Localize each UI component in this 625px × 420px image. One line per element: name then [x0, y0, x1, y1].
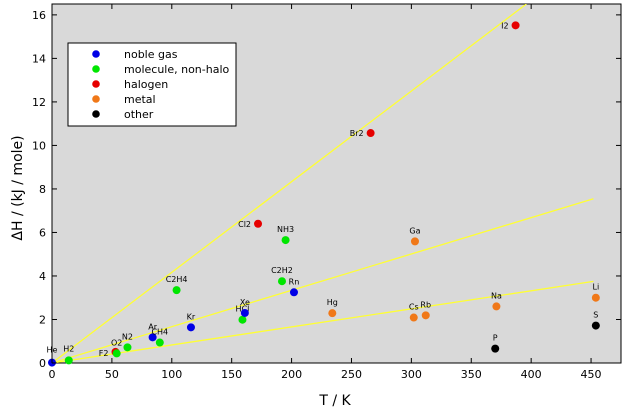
point-S — [591, 321, 600, 330]
x-axis: 0 50 100 150 200 250 300 350 400 450 — [49, 4, 602, 381]
point-label-H2: H2 — [63, 344, 74, 353]
point-Kr — [186, 323, 195, 332]
point-label-HCl: HCl — [236, 305, 250, 314]
legend-label-noble: noble gas — [124, 48, 178, 61]
y-tick-label: 10 — [32, 139, 46, 152]
point-label-He: He — [47, 346, 58, 355]
legend-label-other: other — [124, 108, 154, 121]
point-label-Cl2: Cl2 — [238, 220, 251, 229]
point-Na — [492, 302, 501, 311]
y-tick-label: 4 — [39, 270, 46, 283]
point-C2H4 — [172, 286, 181, 295]
point-C2H2 — [277, 277, 286, 286]
legend-label-molecule: molecule, non-halo — [124, 63, 230, 76]
y-tick-label: 12 — [32, 96, 46, 109]
y-axis-label: ΔH / (kJ / mole) — [10, 135, 26, 240]
point-label-O2: O2 — [111, 338, 122, 347]
point-label-Li: Li — [593, 283, 600, 292]
x-tick-label: 200 — [281, 368, 302, 381]
point-HCl — [238, 315, 247, 324]
point-label-Br2: Br2 — [350, 129, 364, 138]
y-tick-label: 2 — [39, 313, 46, 326]
point-label-Kr: Kr — [187, 312, 196, 321]
legend-label-halogen: halogen — [124, 78, 168, 91]
point-N2 — [123, 343, 132, 352]
point-label-Na: Na — [491, 291, 502, 300]
reference-line-1 — [52, 4, 527, 363]
point-Ar — [148, 333, 157, 342]
y-tick-label: 0 — [39, 357, 46, 370]
point-label-C2H4: C2H4 — [166, 275, 188, 284]
point-label-Rb: Rb — [420, 300, 431, 309]
legend-marker-other — [92, 110, 100, 118]
point-Rn — [289, 288, 298, 297]
x-tick-label: 250 — [341, 368, 362, 381]
point-Li — [591, 293, 600, 302]
point-label-N2: N2 — [122, 332, 133, 341]
point-NH3 — [281, 236, 290, 245]
point-label-F2: F2 — [99, 349, 109, 358]
point-label-Ga: Ga — [409, 226, 420, 235]
point-Br2 — [366, 129, 375, 138]
point-Hg — [328, 309, 337, 318]
reference-line-3 — [52, 280, 594, 363]
legend-label-metal: metal — [124, 93, 156, 106]
x-tick-label: 350 — [461, 368, 482, 381]
point-O2 — [112, 349, 121, 358]
point-label-Rn: Rn — [289, 277, 300, 286]
y-tick-label: 14 — [32, 52, 46, 65]
point-I2 — [511, 21, 520, 30]
point-label-Ar: Ar — [148, 322, 157, 331]
legend-marker-molecule — [92, 65, 100, 73]
point-label-P: P — [493, 334, 498, 343]
x-tick-label: 50 — [105, 368, 119, 381]
point-label-C2H2: C2H2 — [271, 266, 293, 275]
x-tick-label: 150 — [221, 368, 242, 381]
point-Cs — [409, 313, 418, 322]
x-tick-label: 0 — [49, 368, 56, 381]
point-Rb — [421, 311, 430, 320]
y-tick-label: 8 — [39, 183, 46, 196]
y-axis: 0 2 4 6 8 10 12 14 16 — [32, 9, 621, 370]
point-label-CH4: CH4 — [151, 328, 168, 337]
point-CH4 — [155, 338, 164, 347]
reference-lines — [52, 4, 594, 363]
point-label-Cs: Cs — [409, 303, 419, 312]
legend-marker-metal — [92, 95, 100, 103]
point-label-NH3: NH3 — [277, 225, 294, 234]
point-H2 — [64, 356, 73, 365]
x-tick-label: 400 — [521, 368, 542, 381]
point-label-I2: I2 — [501, 21, 508, 30]
reference-line-2 — [52, 198, 594, 363]
point-label-Hg: Hg — [327, 298, 338, 307]
point-label-Xe: Xe — [240, 298, 250, 307]
point-Xe — [240, 308, 249, 317]
point-Cl2 — [254, 219, 263, 228]
point-label-S: S — [593, 311, 598, 320]
legend-marker-noble — [92, 50, 100, 58]
x-tick-label: 450 — [581, 368, 602, 381]
point-Ga — [410, 237, 419, 246]
legend-marker-halogen — [92, 80, 100, 88]
x-tick-label: 100 — [161, 368, 182, 381]
x-axis-label: T / K — [318, 393, 351, 409]
point-P — [491, 344, 500, 353]
y-tick-label: 6 — [39, 226, 46, 239]
x-tick-label: 300 — [401, 368, 422, 381]
y-tick-label: 16 — [32, 9, 46, 22]
legend: noble gas molecule, non-halo halogen metal o… — [67, 42, 237, 127]
